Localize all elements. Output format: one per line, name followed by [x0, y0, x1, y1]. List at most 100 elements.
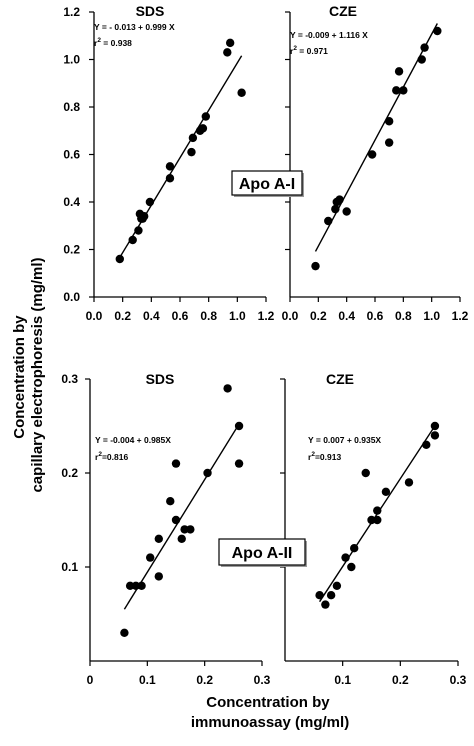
y-tick-label: 1.2: [63, 5, 80, 19]
x-axis-title-line-1: Concentration by: [206, 694, 330, 711]
x-tick-label: 1.0: [229, 309, 246, 323]
x-tick-label: 0.0: [86, 309, 103, 323]
x-tick-label: 0.3: [254, 673, 271, 687]
data-point: [139, 212, 149, 221]
data-point: [146, 553, 155, 562]
regression-line: [123, 423, 240, 610]
data-point: [381, 487, 391, 496]
r-squared-exponent: 2: [311, 451, 315, 458]
r-squared: r2 = 0.938: [94, 37, 132, 48]
data-point: [420, 43, 429, 52]
protein-label: Apo A-II: [232, 545, 293, 562]
data-point: [422, 440, 431, 449]
y-axis-title-line-2: capillary electrophoresis (mg/ml): [29, 257, 46, 492]
data-point: [367, 515, 376, 525]
data-point: [332, 581, 342, 590]
data-point: [430, 421, 440, 431]
y-axis-title: Concentration by capillary electrophores…: [11, 257, 46, 492]
data-point: [137, 581, 146, 590]
r-squared: r2=0.913: [308, 451, 341, 462]
panel-title: CZE: [326, 371, 354, 387]
protein-label: Apo A-I: [239, 176, 295, 193]
data-point: [234, 459, 244, 468]
data-point: [201, 112, 210, 121]
data-point: [417, 55, 426, 64]
data-point: [342, 207, 351, 216]
data-point: [367, 150, 377, 159]
data-point: [321, 600, 330, 609]
x-tick-label: 1.2: [258, 309, 275, 323]
x-tick-label: 0.8: [200, 309, 217, 323]
data-point: [128, 235, 137, 245]
y-tick-label: 0.3: [61, 372, 78, 386]
regression-equation: Y = -0.004 + 0.985X: [95, 435, 171, 445]
data-point: [134, 226, 143, 235]
x-tick-label: 0: [87, 673, 94, 687]
data-point: [186, 525, 195, 534]
x-tick-label: 0.1: [139, 673, 156, 687]
x-tick-label: 0.1: [334, 673, 351, 687]
panel-title: SDS: [146, 371, 175, 387]
data-point: [331, 204, 340, 214]
r-squared-exponent: 2: [97, 37, 101, 44]
r-squared-symbol: r: [95, 452, 99, 462]
regression-equation: Y = -0.009 + 1.116 X: [290, 30, 368, 40]
r-squared-exponent: 2: [293, 45, 297, 52]
x-tick-label: 0.2: [196, 673, 213, 687]
data-point: [335, 195, 344, 204]
data-point: [350, 544, 359, 553]
panel-4: 0.1 0.2 0.3 CZE Y = 0.007 + 0.935X r2=0.913 Ap…: [218, 371, 467, 687]
r-squared-value: =0.816: [102, 452, 129, 462]
data-point: [361, 468, 370, 478]
r-squared: r2 = 0.971: [290, 45, 328, 56]
data-point: [223, 48, 232, 57]
regression-line: [314, 23, 438, 252]
data-point: [177, 534, 186, 543]
data-point: [223, 384, 232, 393]
data-point: [394, 67, 404, 76]
data-point: [311, 261, 320, 271]
data-point: [188, 133, 198, 143]
r-squared-symbol: r: [290, 46, 294, 56]
y-tick-label: 0.8: [63, 100, 80, 114]
x-tick-label: 0.2: [114, 309, 131, 323]
data-point: [120, 628, 129, 637]
data-point: [115, 254, 125, 264]
x-axis-title: Concentration by immunoassay (mg/ml): [191, 694, 349, 731]
data-point: [165, 174, 175, 183]
data-point: [384, 138, 394, 147]
data-point: [171, 515, 181, 525]
x-tick-label: 1.2: [452, 309, 469, 323]
protein-label-box: [218, 538, 306, 566]
data-point: [347, 562, 356, 572]
data-point: [404, 478, 414, 487]
data-point: [145, 197, 155, 207]
regression-equation: Y = - 0.013 + 0.999 X: [94, 22, 175, 32]
r-squared-value: = 0.971: [297, 46, 328, 56]
data-point: [341, 553, 350, 562]
x-tick-label: 0.6: [367, 309, 384, 323]
regression-equation: Y = 0.007 + 0.935X: [308, 435, 381, 445]
panel-1: 0.0 0.2 0.4 0.6 0.8 1.0 1.2 0.0 0.2 0.4 0.6 0.8 1.0 1…: [63, 3, 274, 323]
data-point: [315, 591, 324, 600]
data-point: [171, 459, 181, 468]
data-point: [326, 591, 336, 600]
y-axis-title-line-1: Concentration by: [11, 315, 28, 439]
data-point: [234, 421, 244, 431]
data-point: [433, 26, 442, 36]
data-point: [373, 506, 382, 515]
x-axis-title-line-2: immunoassay (mg/ml): [191, 714, 349, 731]
panel-3: 0 0.1 0.2 0.3 0.1 0.2 0.3 SDS Y = -0.004 + 0.985…: [61, 371, 270, 687]
regression-line: [119, 55, 243, 258]
r-squared: r2=0.816: [95, 451, 128, 462]
y-tick-label: 0.2: [63, 243, 80, 257]
data-point: [373, 515, 382, 525]
y-tick-label: 0.1: [61, 560, 78, 574]
r-squared-value: = 0.938: [101, 38, 132, 48]
panel-title: CZE: [329, 3, 357, 19]
x-tick-label: 0.4: [143, 309, 160, 323]
panel-2: 0.0 0.2 0.4 0.6 0.8 1.0 1.2 CZE Y = -0.009 + 1.1…: [231, 3, 469, 323]
y-tick-label: 1.0: [63, 53, 80, 67]
x-tick-label: 1.0: [423, 309, 440, 323]
